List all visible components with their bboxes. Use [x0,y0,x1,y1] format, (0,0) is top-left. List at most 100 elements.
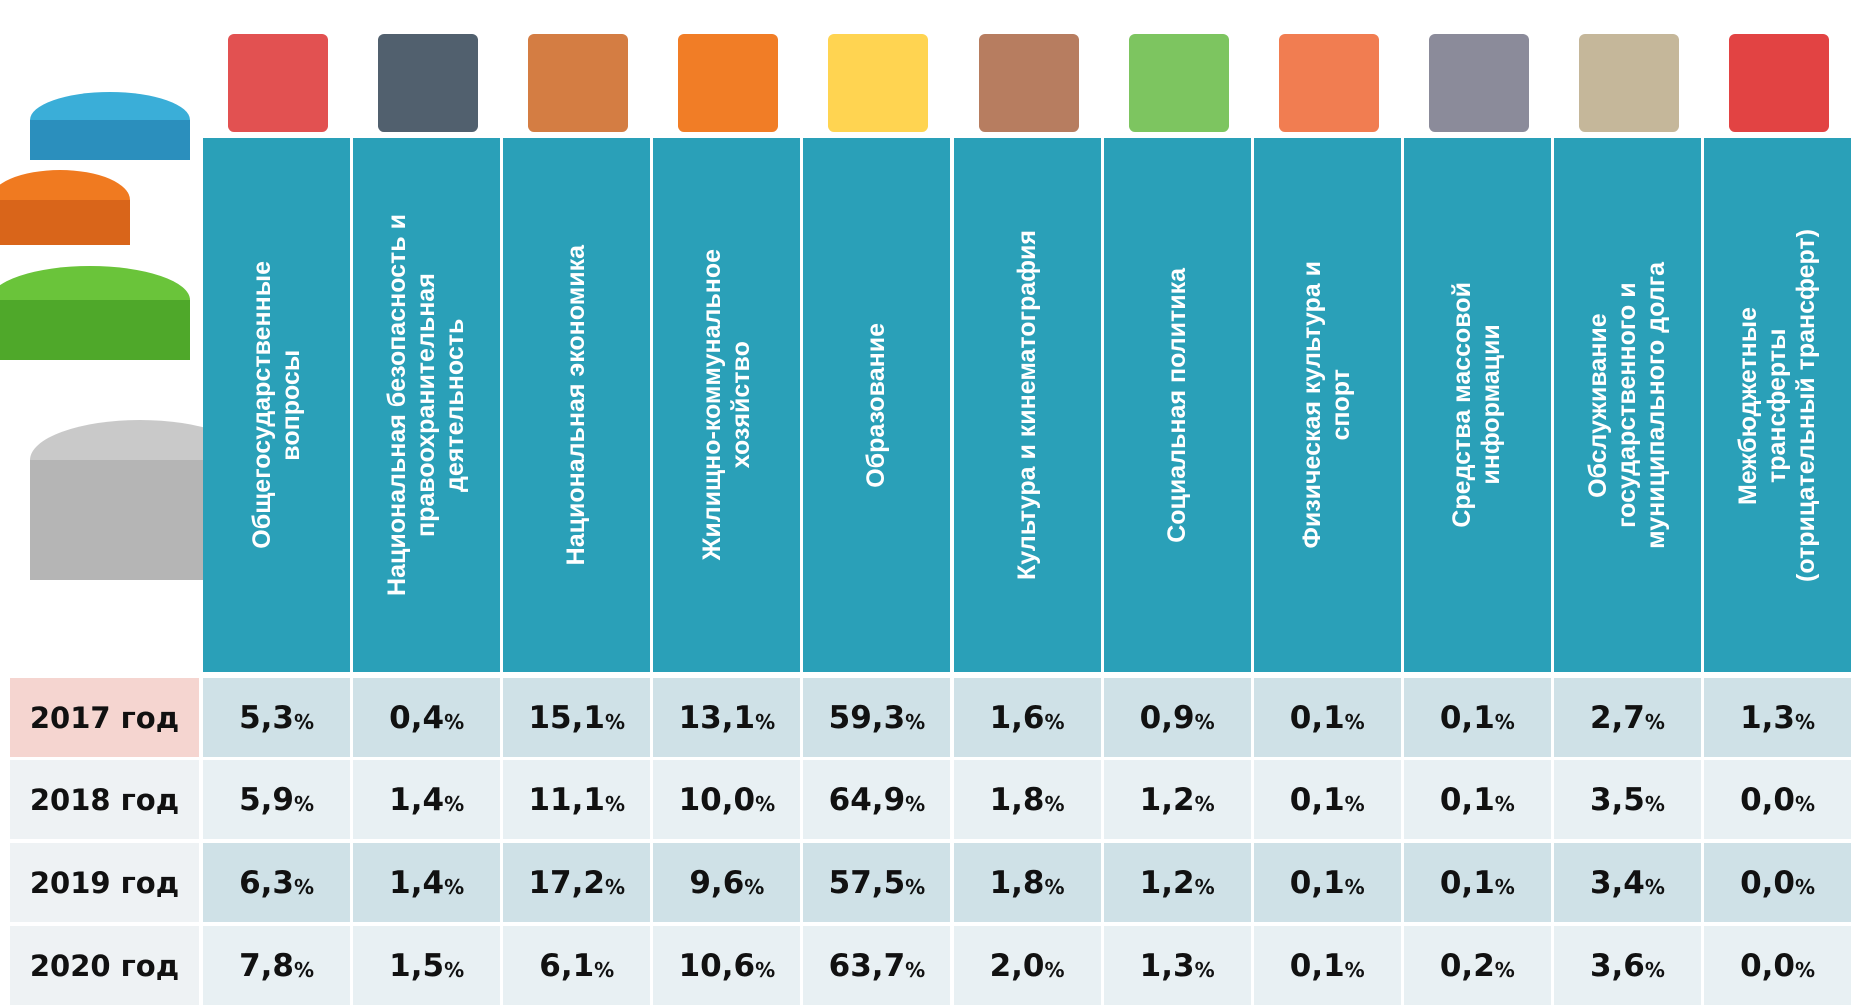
cell-value: 57,5 [828,864,906,901]
row-label: 2019 год [10,843,199,922]
table-cell: 1,4% [353,760,501,839]
cell-unit: % [755,957,776,982]
column-header: Физическая культура и спорт [1253,138,1401,672]
column-header: Средства массовой информации [1403,138,1551,672]
cell-unit: % [444,957,465,982]
cell-unit: % [1494,957,1515,982]
table-cell: 1,4% [353,843,501,922]
cell-unit: % [1794,874,1816,899]
cell-value: 1,8 [989,781,1045,818]
cell-unit: % [905,874,926,899]
table-cell: 1,2% [1103,843,1251,922]
cell-unit: % [1644,957,1665,982]
cell-value: 0,1 [1289,699,1345,736]
cell-value: 1,4 [389,781,445,818]
cell-value: 13,1 [678,699,756,736]
column-header: Культура и кинематография [953,138,1101,672]
table-cell: 9,6% [653,843,801,922]
row-label: 2018 год [10,760,199,839]
cell-value: 9,6 [689,864,745,901]
row-label: 2017 год [10,678,199,757]
cell-value: 0,1 [1439,781,1495,818]
cell-value: 3,4 [1589,864,1645,901]
cell-unit: % [604,874,625,899]
cell-value: 1,2 [1139,781,1195,818]
cell-value: 1,8 [989,864,1045,901]
header-text: Средства массовой информации [1448,282,1506,528]
table-cell: 0,0% [1704,843,1852,922]
table-cell: 0,1% [1253,678,1401,757]
table-cell: 0,1% [1253,926,1401,1005]
table-cell: 10,6% [653,926,801,1005]
cell-unit: % [1044,709,1065,734]
cell-unit: % [1344,791,1365,816]
cell-unit: % [905,709,926,734]
table-cell: 1,8% [953,843,1101,922]
cell-unit: % [604,791,625,816]
table-cell: 10,0% [653,760,801,839]
cell-value: 0,2 [1439,947,1495,984]
column-header: Обслуживание государственного и муниципа… [1553,138,1701,672]
cell-unit: % [755,709,776,734]
cell-value: 0,1 [1439,699,1495,736]
cell-value: 1,2 [1139,864,1195,901]
column-icon [1578,34,1679,132]
table-cell: 0,9% [1103,678,1251,757]
column-icon [1729,34,1830,132]
table-cell: 6,3% [203,843,351,922]
column-header: Социальная политика [1103,138,1251,672]
table-cell: 59,3% [803,678,951,757]
cell-unit: % [1344,957,1365,982]
cell-unit: % [1044,874,1065,899]
column-icon [828,34,929,132]
table-cell: 17,2% [503,843,651,922]
cell-value: 1,6 [989,699,1045,736]
cell-value: 10,6 [678,947,756,984]
cell-value: 15,1 [528,699,605,736]
cell-value: 1,5 [389,947,445,984]
cell-unit: % [604,709,625,734]
table-cell: 0,1% [1253,760,1401,839]
cell-value: 1,4 [389,864,445,901]
table-cell: 5,9% [203,760,351,839]
column-icon [978,34,1079,132]
cell-unit: % [744,874,765,899]
cell-unit: % [293,791,315,816]
cell-value: 2,7 [1589,699,1645,736]
cell-value: 0,0 [1740,864,1795,901]
cell-value: 3,6 [1589,947,1645,984]
column-icon [678,34,779,132]
cell-unit: % [1644,874,1665,899]
table-cell: 0,0% [1704,926,1852,1005]
column-icon [1128,34,1229,132]
table-cell: 5,3% [203,678,351,757]
table-cell: 0,1% [1403,843,1551,922]
cell-unit: % [444,874,465,899]
decoration [0,92,210,580]
header-text: Национальная безопасность и правоохранит… [383,214,470,596]
table-cell: 2,7% [1553,678,1701,757]
cell-value: 0,9 [1139,699,1195,736]
cell-value: 10,0 [678,781,756,818]
cell-unit: % [1644,791,1665,816]
cell-unit: % [1044,957,1065,982]
table-cell: 1,3% [1103,926,1251,1005]
table-cell: 0,0% [1704,760,1852,839]
cell-value: 3,5 [1589,781,1645,818]
column-header: Образование [803,138,951,672]
cell-unit: % [1194,874,1215,899]
cell-unit: % [1194,957,1215,982]
cell-value: 0,1 [1439,864,1495,901]
table-cell: 1,8% [953,760,1101,839]
cell-value: 0,1 [1289,781,1345,818]
column-header: Межбюджетные трансферты (отрицательный т… [1704,138,1852,672]
cell-unit: % [755,791,776,816]
table-cell: 64,9% [803,760,951,839]
cell-value: 0,1 [1289,947,1345,984]
column-icon [1428,34,1529,132]
table-cell: 15,1% [503,678,651,757]
table-cell: 57,5% [803,843,951,922]
cell-value: 0,1 [1289,864,1345,901]
cell-unit: % [594,957,615,982]
